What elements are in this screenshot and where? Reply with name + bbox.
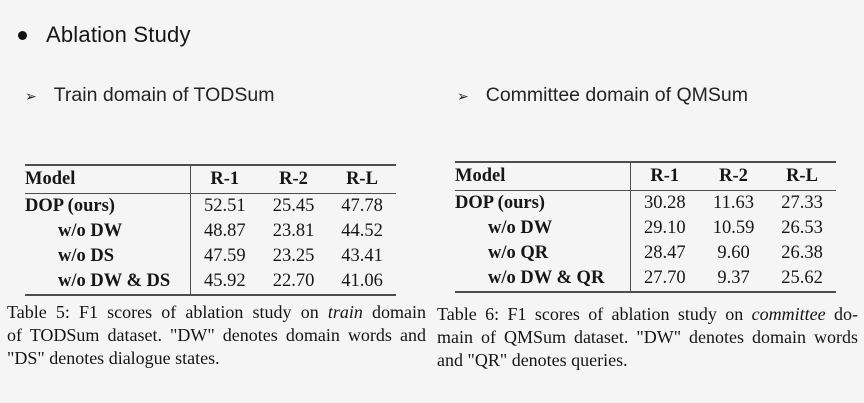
table-header-row: Model R-1 R-2 R-L	[455, 162, 836, 191]
score-cell: 44.52	[341, 221, 383, 241]
score-cell: 47.59	[203, 246, 246, 266]
score-cell: 25.45	[272, 196, 315, 216]
score-cell: 22.70	[272, 271, 315, 291]
caption-line: Table 5: F1 scores of ablation study on …	[7, 301, 426, 324]
arrow-bullet-icon: ➢	[457, 88, 469, 104]
table-row: w/o QR 28.47 9.60 26.38	[455, 241, 836, 266]
caption-italic-text: train	[327, 302, 363, 322]
ablation-table-todsum: Model R-1 R-2 R-L DOP (ours) 52.51 25.45…	[25, 164, 396, 296]
model-cell: w/o DW & DS	[25, 269, 191, 295]
score-cell: 9.60	[717, 243, 750, 263]
score-cell: 43.41	[341, 246, 383, 266]
model-cell: w/o DS	[25, 244, 191, 269]
score-cell: 29.10	[643, 218, 686, 238]
table6-caption: Table 6: F1 scores of ablation study on …	[437, 303, 858, 372]
score-cell: 47.78	[341, 196, 383, 216]
score-cell: 25.62	[781, 268, 823, 288]
caption-text: do-	[825, 304, 858, 324]
caption-line: Table 6: F1 scores of ablation study on …	[437, 303, 858, 326]
score-cell: 48.87	[203, 221, 246, 241]
table-row: w/o DS 47.59 23.25 43.41	[25, 244, 396, 269]
table-row: w/o DW & QR 27.70 9.37 25.62	[455, 266, 836, 292]
score-cell: 11.63	[713, 193, 754, 213]
model-cell: w/o DW	[455, 216, 631, 241]
r2-column-header: R-2	[699, 162, 768, 191]
score-cell: 27.70	[643, 268, 686, 288]
score-cell: 9.37	[717, 268, 750, 288]
model-cell: w/o DW & QR	[455, 266, 631, 292]
caption-text: Table 5: F1 scores of ablation study on	[7, 302, 328, 322]
ablation-table-qmsum: Model R-1 R-2 R-L DOP (ours) 30.28 11.63…	[455, 161, 836, 293]
r2-column-header: R-2	[259, 165, 328, 194]
caption-text: domain	[362, 302, 426, 322]
caption-line: of TODSum dataset. "DW" denotes domain w…	[7, 325, 426, 345]
model-cell: DOP (ours)	[455, 190, 631, 216]
subheading-qmsum-label: Committee domain of QMSum	[485, 84, 748, 106]
caption-italic-text: committee	[751, 304, 826, 324]
table-header-row: Model R-1 R-2 R-L	[25, 165, 396, 194]
table-row: w/o DW & DS 45.92 22.70 41.06	[25, 269, 396, 295]
score-cell: 27.33	[781, 193, 823, 213]
score-cell: 10.59	[712, 218, 755, 238]
subheading-qmsum: ➢ Committee domain of QMSum	[457, 84, 748, 107]
score-cell: 26.38	[781, 243, 823, 263]
model-column-header: Model	[25, 165, 191, 194]
caption-line: "DS" denotes dialogue states.	[7, 348, 220, 368]
arrow-bullet-icon: ➢	[25, 88, 37, 104]
subheading-todsum: ➢ Train domain of TODSum	[25, 84, 274, 107]
table-row: w/o DW 29.10 10.59 26.53	[455, 216, 836, 241]
model-cell: w/o DW	[25, 219, 191, 244]
score-cell: 28.47	[643, 243, 686, 263]
table-row: w/o DW 48.87 23.81 44.52	[25, 219, 396, 244]
slide-title: Ablation Study	[46, 22, 191, 47]
table-row: DOP (ours) 30.28 11.63 27.33	[455, 190, 836, 216]
score-cell: 45.92	[203, 271, 246, 291]
table-row: DOP (ours) 52.51 25.45 47.78	[25, 193, 396, 219]
bullet-icon	[18, 30, 27, 40]
table5-caption: Table 5: F1 scores of ablation study on …	[7, 301, 426, 370]
score-cell: 23.25	[272, 246, 315, 266]
slide-title-row: Ablation Study	[18, 22, 191, 48]
caption-line: and "QR" denotes queries.	[437, 350, 628, 370]
score-cell: 41.06	[341, 271, 383, 291]
r1-column-header: R-1	[630, 162, 699, 191]
r1-column-header: R-1	[190, 165, 259, 194]
rl-column-header: R-L	[768, 162, 836, 191]
score-cell: 23.81	[272, 221, 315, 241]
caption-line: main of QMSum dataset. "DW" denotes doma…	[437, 327, 858, 347]
rl-column-header: R-L	[328, 165, 396, 194]
score-cell: 26.53	[781, 218, 823, 238]
subheading-todsum-label: Train domain of TODSum	[53, 84, 275, 106]
score-cell: 52.51	[203, 196, 246, 216]
score-cell: 30.28	[643, 193, 686, 213]
model-cell: w/o QR	[455, 241, 631, 266]
model-cell: DOP (ours)	[25, 193, 191, 219]
model-column-header: Model	[455, 162, 631, 191]
caption-text: Table 6: F1 scores of ablation study on	[437, 304, 752, 324]
